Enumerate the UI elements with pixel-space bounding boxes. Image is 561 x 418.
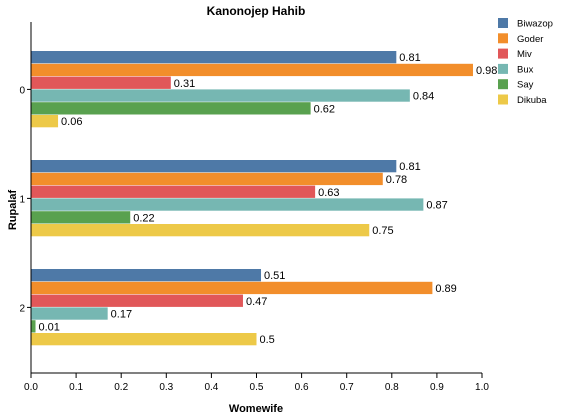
data-label-bux-0: 0.84 [413,91,434,103]
x-tick-label-6: 0.6 [295,382,309,393]
legend: Biwazop Goder Miv Bux Say Dikuba [498,18,553,106]
legend-label-biwazop: Biwazop [517,19,553,30]
legend-swatch-biwazop [498,18,508,28]
data-label-say-2: 0.01 [39,321,60,333]
bar-biwazop-2 [31,269,262,282]
legend-swatch-bux [498,63,508,74]
x-tick-label-1: 0.1 [69,382,83,393]
data-label-dikuba-1: 0.75 [372,225,393,237]
axes-layer: 0 1 2 0.0 0.1 0.2 0.3 0.4 0.5 0.6 0.7 0.8 0.9 1.0 [19,22,489,393]
x-tick-label-5: 0.5 [250,382,264,393]
y-tick-label-2: 2 [19,303,25,314]
bar-dikuba-2 [31,333,257,346]
legend-swatch-miv [498,48,508,59]
data-label-biwazop-1: 0.81 [399,161,420,173]
x-tick-label-10: 1.0 [475,382,489,393]
bar-dikuba-1 [31,224,370,237]
x-tick-label-0: 0.0 [24,382,38,393]
legend-swatch-goder [498,33,508,44]
x-tick-label-2: 0.2 [114,382,128,393]
data-label-say-0: 0.62 [314,103,335,115]
data-label-bux-2: 0.17 [111,309,132,321]
bar-say-0 [31,102,311,115]
data-label-dikuba-0: 0.06 [61,116,82,128]
bar-goder-2 [31,281,433,295]
y-axis-label: Rupalaf [7,189,19,230]
legend-label-miv: Miv [517,49,532,60]
data-label-say-1: 0.22 [133,212,154,224]
x-tick-label-3: 0.3 [159,382,173,393]
x-tick-label-9: 0.9 [430,382,444,393]
legend-label-goder: Goder [517,34,543,45]
data-label-biwazop-2: 0.51 [264,270,285,282]
data-label-goder-0: 0.98 [476,65,497,77]
bar-bux-2 [31,307,108,320]
bars-layer: 0.810.980.310.840.620.060.810.780.630.87… [31,51,497,346]
bar-dikuba-0 [31,115,59,128]
data-label-bux-1: 0.87 [426,200,447,212]
y-tick-label-1: 1 [19,194,25,205]
data-label-biwazop-0: 0.81 [399,52,420,64]
legend-swatch-dikuba [498,94,508,105]
x-tick-label-4: 0.4 [204,382,218,393]
data-label-dikuba-2: 0.5 [260,334,275,346]
data-label-miv-2: 0.47 [246,296,267,308]
legend-label-say: Say [517,80,534,91]
bar-say-1 [31,211,131,224]
x-tick-label-7: 0.7 [340,382,354,393]
x-tick-label-8: 0.8 [385,382,399,393]
bar-bux-1 [31,198,424,211]
bar-miv-0 [31,76,171,89]
legend-label-dikuba: Dikuba [517,95,547,106]
bar-goder-1 [31,172,383,186]
bar-goder-0 [31,63,473,77]
bar-bux-0 [31,89,410,102]
bar-biwazop-0 [31,51,397,64]
bar-say-2 [31,320,36,333]
bar-miv-1 [31,185,316,198]
data-label-miv-1: 0.63 [318,187,339,199]
data-label-miv-0: 0.31 [174,78,195,90]
x-axis-label: Womewife [229,403,283,415]
data-label-goder-2: 0.89 [435,283,456,295]
data-label-goder-1: 0.78 [386,174,407,186]
y-tick-label-0: 0 [19,85,25,96]
bar-biwazop-1 [31,160,397,173]
chart-title: Kanonojep Hahib [207,4,306,18]
legend-label-bux: Bux [517,64,534,75]
legend-swatch-say [498,79,508,90]
bar-miv-2 [31,294,243,307]
